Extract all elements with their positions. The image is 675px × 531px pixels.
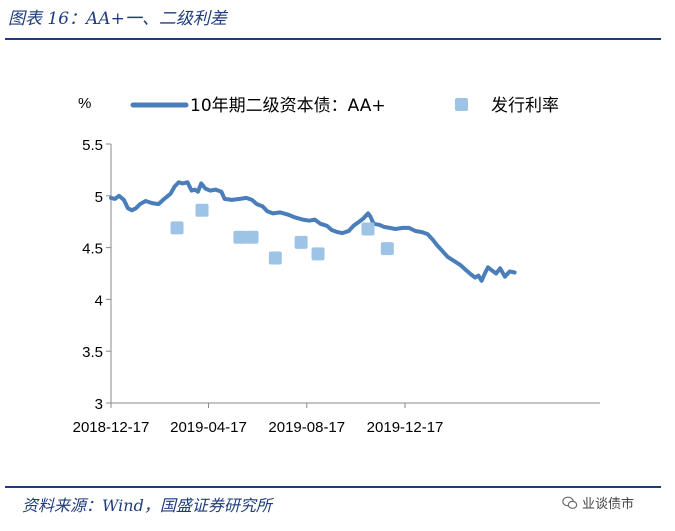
x-tick-label: 2019-12-17 — [367, 419, 444, 436]
y-tick-label: 4.5 — [82, 241, 103, 258]
legend-scatter-swatch — [455, 98, 468, 111]
legend: 10年期二级资本债：AA+ 发行利率 — [130, 96, 559, 116]
x-tick-label: 2019-08-17 — [268, 419, 345, 436]
scatter-point-issue-rate — [170, 221, 184, 235]
x-tick-label: 2018-12-17 — [73, 419, 150, 436]
wechat-icon — [562, 496, 578, 509]
y-tick-label: 5.5 — [82, 137, 103, 154]
scatter-point-issue-rate — [311, 247, 325, 261]
chart: 10年期二级资本债：AA+ 发行利率 % 5.5 5 4.5 4 3.5 3 2018-1… — [73, 95, 600, 436]
series-line-secondary-yield — [109, 180, 517, 283]
legend-line-label: 10年期二级资本债：AA+ — [190, 96, 386, 116]
scatter-point-issue-rate — [361, 222, 375, 236]
watermark-text: 业谈债市 — [582, 497, 635, 512]
y-tick-label: 5 — [95, 189, 103, 206]
figure-title: 图表 16：AA+一、二级利差 — [8, 9, 227, 29]
scatter-point-issue-rate — [195, 203, 209, 217]
source-rule — [5, 486, 661, 488]
y-tick-label: 4 — [95, 292, 103, 309]
y-tick-label: 3 — [95, 396, 103, 413]
scatter-point-issue-rate — [380, 242, 394, 256]
scatter-point-issue-rate — [268, 251, 282, 265]
scatter-point-issue-rate — [233, 230, 247, 244]
source-note: 资料来源：Wind，国盛证券研究所 — [22, 496, 272, 515]
x-tick-label: 2019-04-17 — [170, 419, 247, 436]
scatter-point-issue-rate — [294, 235, 308, 249]
y-tick-label: 3.5 — [82, 344, 103, 361]
scatter-point-issue-rate — [245, 230, 259, 244]
y-axis-label: % — [78, 95, 91, 112]
legend-scatter-label: 发行利率 — [491, 96, 559, 116]
watermark: 业谈债市 — [562, 493, 634, 512]
title-rule — [5, 38, 661, 40]
